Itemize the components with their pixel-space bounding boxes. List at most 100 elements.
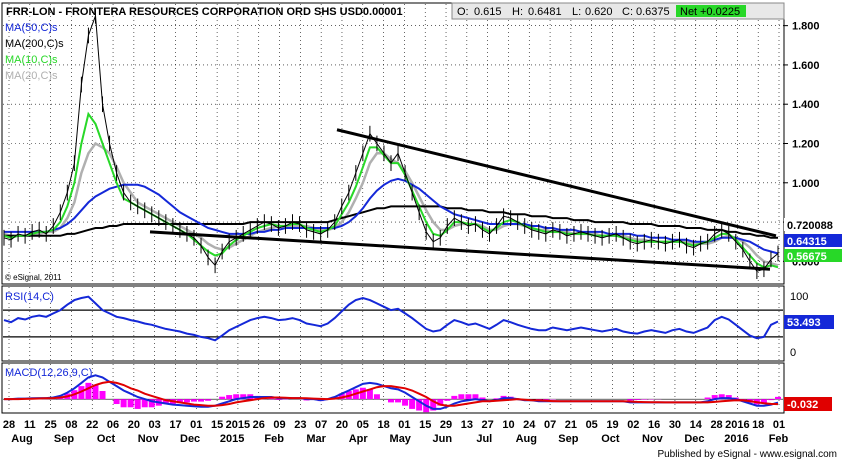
macd-histogram-bar [444,399,451,401]
copyright: © eSignal, 2011 [5,273,62,282]
macd-histogram-bar [472,394,479,400]
upper-trendline [336,128,777,238]
badge-ma50: 0.64315 [787,236,827,248]
x-month-label: Dec [180,433,200,445]
macd-histogram-bar [542,399,549,400]
macd-histogram-bar [113,399,120,405]
macd-histogram-bar [359,387,366,400]
x-day-label: 03 [149,419,161,431]
x-day-label: 23 [294,419,306,431]
x-day-label: 16 [648,419,660,431]
net-label: Net [680,6,697,18]
macd-histogram-bar [366,389,373,400]
macd-histogram-bar [92,384,99,400]
y-tick-label: 1.600 [792,60,820,72]
series-ma200 [4,205,778,239]
macd-histogram-bar [627,399,634,401]
macd-histogram-bar [437,399,444,406]
net-badge [676,5,746,17]
y-tick-label: 1.400 [792,99,820,111]
macd-histogram-bar [268,398,275,400]
x-day-label: 28 [3,419,15,431]
x-day-label: 10 [502,419,514,431]
x-day-label: 27 [482,419,494,431]
macd-histogram-bar [409,399,416,409]
x-day-label: 19 [606,419,618,431]
close-label: C: [622,6,633,18]
x-month-label: Apr [349,433,369,445]
badge-ma200-bg [784,218,842,231]
x-day-label: 18 [752,419,764,431]
x-month-label: Jun [432,433,452,445]
legend-ma200: MA(200,C)s [5,38,64,50]
badge-ma200: 0.720088 [787,220,833,232]
x-day-label: 09 [273,419,285,431]
x-day-label: 11 [24,419,36,431]
y-tick-label: 1.800 [792,21,820,33]
macd-histogram-bar [493,398,500,400]
x-day-label: 05 [586,419,598,431]
chart-title: FRR-LON - FRONTERA RESOURCES CORPORATION… [6,6,403,18]
x-month-label: Nov [138,433,160,445]
x-day-label: 20 [128,419,140,431]
macd-histogram-bar [78,386,85,400]
x-month-label: Oct [97,433,116,445]
macd-layer [3,374,783,413]
macd-histogram-bar [711,395,718,400]
x-month-label: Mar [306,433,326,445]
macd-histogram-bar [458,394,465,400]
macd-histogram-bar [148,399,155,408]
macd-histogram-bar [388,399,394,403]
close-value: 0.6375 [636,6,670,18]
x-month-label: Jul [476,433,492,445]
x-day-label: 13 [461,419,473,431]
x-month-label: Aug [11,433,32,445]
macd-histogram-bar [718,394,725,400]
x-month-label: Dec [684,433,704,445]
high-label: H: [512,6,523,18]
x-day-label: 05 [357,419,369,431]
x-month-label: 2015 [220,433,244,445]
x-day-label: 30 [669,419,681,431]
net-value: +0.0225 [700,6,740,18]
x-day-label: 07 [544,419,556,431]
macd-histogram-bar [120,399,127,408]
x-day-label: 20 [336,419,348,431]
x-day-label: 01 [398,419,410,431]
x-day-label: 18 [377,419,389,431]
y-tick-label: 1.200 [792,139,820,151]
x-day-label: 07 [315,419,327,431]
x-day-label: 22 [86,419,98,431]
x-month-label: Nov [642,433,664,445]
macd-histogram-bar [634,399,641,400]
x-day-label: 21 [565,419,577,431]
macd-histogram-bar [233,394,240,400]
x-day-label: 26 [253,419,265,431]
x-axis: 28 11 25 08 22 06 20 03 17 01 15 2015 26 09 23 07 20 05 18… [3,419,789,445]
x-month-label: Feb [264,433,284,445]
x-month-label: Oct [601,433,620,445]
x-month-label: Sep [54,433,74,445]
macd-label: MACD(12,26,9,C) [5,367,92,379]
macd-histogram-bar [134,399,141,409]
legend-ma20: MA(20,C)s [5,70,58,82]
x-day-label: 2015 [226,419,250,431]
macd-histogram-bar [219,396,226,400]
macd-histogram-bar [704,397,711,400]
x-day-label: 15 [211,419,223,431]
macd-histogram-bar [451,395,458,400]
macd-histogram-bar [141,399,148,408]
rsi-level-0: 0 [790,347,796,359]
open-value: 0.615 [474,6,502,18]
legend-ma10: MA(10,C)s [5,54,58,66]
rsi-value: 53.493 [787,317,821,329]
macd-histogram-bar [226,395,233,400]
series-rsi [3,295,779,342]
high-value: 0.6481 [528,6,562,18]
macd-histogram-bar [416,399,423,411]
macd-histogram-bar [183,399,190,403]
x-day-label: 01 [773,419,785,431]
x-month-label: Aug [516,433,537,445]
footer: Published by eSignal - www.esignal.com [657,449,837,460]
